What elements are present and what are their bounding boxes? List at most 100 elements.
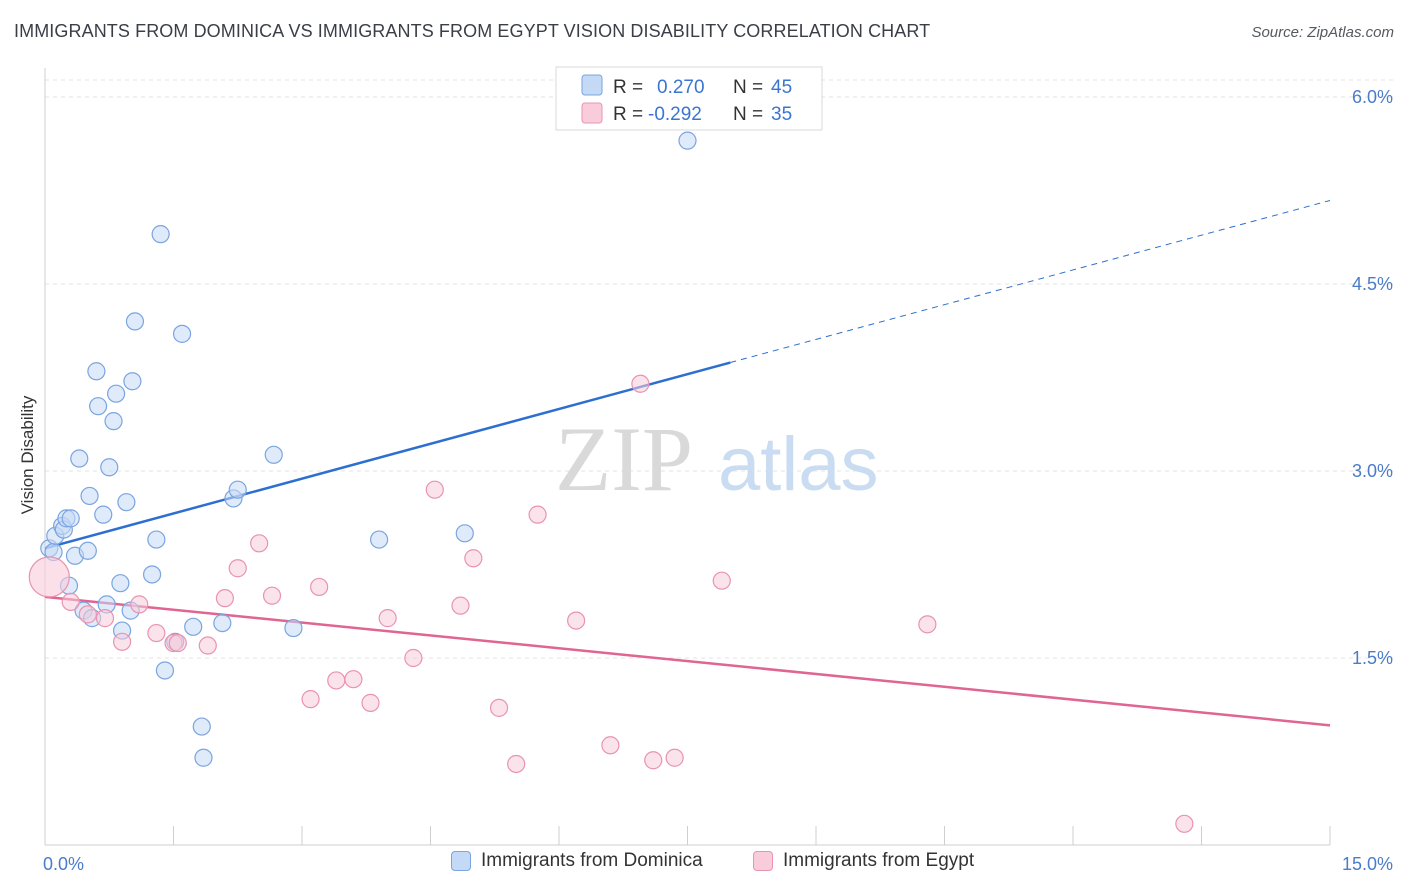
data-point-dominica [155, 661, 175, 680]
data-point-egypt [378, 609, 397, 628]
legend-r-value: -0.292 [648, 104, 702, 125]
data-point-egypt [28, 556, 70, 598]
trend-lines [44, 199, 1331, 727]
data-point-dominica [172, 324, 192, 343]
x-tick-label: 15.0% [1342, 854, 1393, 874]
data-point-dominica [147, 530, 166, 549]
data-point-egypt [1175, 814, 1194, 833]
series-legend: Immigrants from Dominica Immigrants from… [0, 850, 1406, 880]
legend-r-value: 0.270 [657, 77, 705, 98]
trend-line-dominica [44, 361, 731, 550]
data-point-egypt [95, 609, 115, 628]
legend-swatch-egypt [581, 102, 603, 124]
data-point-dominica [184, 617, 203, 636]
legend-item-egypt: Immigrants from Egypt [753, 850, 974, 872]
data-point-egypt [404, 648, 423, 668]
data-point-egypt [528, 505, 547, 524]
data-point-dominica [117, 493, 136, 512]
data-point-dominica [70, 449, 89, 468]
legend-r-label: R = [613, 104, 643, 125]
legend-n-label: N = [733, 104, 763, 125]
data-point-dominica [107, 384, 126, 403]
data-point-egypt [507, 754, 526, 774]
stats-legend: R = 0.270 N = 45 R = -0.292 N = 35 [555, 66, 823, 131]
data-point-dominica [284, 618, 303, 638]
y-tick-label: 3.0% [1352, 461, 1393, 481]
data-point-dominica [228, 480, 247, 499]
data-point-egypt [61, 592, 80, 612]
data-point-egypt [250, 534, 269, 553]
y-tick-label: 4.5% [1352, 274, 1393, 294]
data-point-egypt [215, 589, 234, 608]
legend-n-label: N = [733, 77, 763, 98]
data-point-dominica [100, 458, 119, 477]
data-point-egypt [918, 615, 937, 634]
legend-item-dominica: Immigrants from Dominica [451, 850, 703, 872]
data-point-egypt [601, 736, 620, 755]
data-point-egypt [198, 636, 217, 655]
data-point-dominica [151, 225, 170, 244]
data-point-egypt [464, 549, 483, 568]
data-point-egypt [262, 586, 282, 605]
data-point-egypt [451, 596, 470, 615]
data-point-dominica [678, 131, 697, 150]
data-point-egypt [112, 632, 132, 651]
data-point-egypt [344, 670, 363, 689]
data-point-egypt [489, 698, 509, 717]
watermark-zip: ZIP [555, 408, 693, 510]
data-point-egypt [425, 480, 444, 499]
data-point-dominica [87, 362, 106, 381]
data-point-dominica [370, 530, 389, 549]
data-point-egypt [631, 374, 650, 393]
data-points [28, 131, 1194, 833]
data-point-dominica [123, 372, 142, 391]
trend-line-extension-dominica [730, 199, 1331, 364]
watermark-atlas: atlas [718, 422, 879, 507]
grid [45, 79, 1395, 659]
data-point-egypt [665, 748, 684, 767]
data-point-dominica [89, 397, 108, 416]
data-point-dominica [61, 509, 80, 528]
data-point-egypt [327, 671, 346, 690]
y-axis-title: Vision Disability [18, 395, 37, 514]
data-point-egypt [168, 633, 187, 653]
data-point-egypt [644, 751, 663, 770]
data-point-egypt [712, 571, 731, 590]
legend-label: Immigrants from Dominica [481, 850, 703, 871]
legend-r-label: R = [613, 77, 643, 98]
data-point-egypt [130, 595, 149, 614]
y-tick-label: 6.0% [1352, 87, 1393, 107]
source-label: Source: ZipAtlas.com [1251, 24, 1394, 41]
data-point-dominica [192, 717, 211, 736]
data-point-dominica [94, 505, 113, 524]
trend-line-egypt [44, 595, 1331, 727]
data-point-dominica [104, 412, 123, 431]
legend-swatch-dominica [451, 851, 471, 871]
tick-labels: 1.5% 3.0% 4.5% 6.0% 0.0% 15.0% [43, 87, 1393, 874]
data-point-dominica [142, 565, 162, 584]
data-point-egypt [361, 693, 380, 712]
data-point-dominica [194, 748, 213, 767]
data-point-dominica [111, 574, 130, 593]
y-tick-label: 1.5% [1352, 648, 1393, 668]
axes [44, 68, 1331, 846]
data-point-egypt [147, 623, 166, 643]
data-point-egypt [78, 605, 97, 624]
chart-title: IMMIGRANTS FROM DOMINICA VS IMMIGRANTS F… [14, 21, 931, 41]
legend-swatch-egypt [753, 851, 773, 871]
data-point-dominica [80, 486, 99, 506]
data-point-dominica [78, 541, 97, 560]
legend-n-value: 45 [771, 77, 792, 98]
watermark: ZIP atlas [555, 408, 879, 510]
legend-n-value: 35 [771, 104, 792, 125]
data-point-egypt [301, 690, 320, 709]
data-point-dominica [264, 445, 283, 464]
x-tick-label: 0.0% [43, 854, 84, 874]
data-point-egypt [567, 611, 586, 630]
legend-label: Immigrants from Egypt [783, 850, 975, 871]
legend-swatch-dominica [581, 74, 603, 96]
data-point-egypt [310, 577, 329, 597]
data-point-dominica [455, 524, 474, 543]
data-point-dominica [125, 312, 145, 331]
